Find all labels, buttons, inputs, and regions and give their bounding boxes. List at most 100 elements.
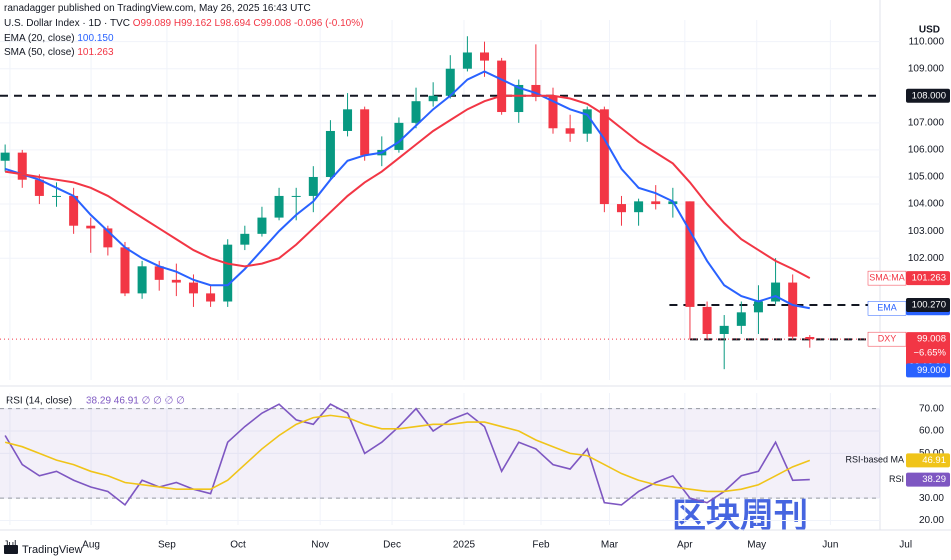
- candle-body: [445, 68, 455, 96]
- series-line: [4, 94, 811, 280]
- candle-body: [34, 179, 44, 196]
- ohlc: O99.089 H99.162 L98.694 C99.008 -0.096 (…: [132, 18, 364, 29]
- y-tick-label: 70.00: [919, 403, 944, 414]
- series-line: [4, 70, 810, 310]
- candle-body: [771, 282, 781, 302]
- candle-body: [736, 312, 746, 326]
- candle-body: [120, 247, 130, 294]
- x-tick-label: Sep: [158, 540, 176, 551]
- level-tag-box: [906, 298, 950, 313]
- y-tick-label: 20.00: [919, 515, 944, 526]
- candle-body: [634, 201, 644, 213]
- candle-body: [394, 122, 404, 150]
- symbol: U.S. Dollar Index · 1D · TVC: [4, 18, 130, 29]
- candle-body: [171, 279, 181, 283]
- y-tick-label: 110.000: [909, 36, 945, 47]
- candle-body: [616, 204, 626, 213]
- candle-body: [291, 195, 301, 197]
- level-tag-box: [906, 363, 950, 378]
- x-tick-label: Jun: [822, 540, 838, 551]
- ema-value: 100.150: [77, 33, 114, 44]
- candle-body: [308, 176, 318, 196]
- series-tag: 101.263: [912, 273, 946, 284]
- axis-tag-name: SMA:MA: [869, 273, 905, 283]
- candle-body: [685, 201, 695, 307]
- x-tick-label: Oct: [230, 540, 246, 551]
- candle-body: [531, 84, 541, 96]
- sma-legend: SMA (50, close) 101.263: [4, 47, 114, 58]
- last-tag: −6.65%: [914, 348, 947, 359]
- footer: TradingView: [22, 544, 83, 556]
- level-tag: 100.270: [912, 300, 946, 311]
- series-tag-box: [906, 472, 950, 487]
- x-tick-label: Mar: [601, 540, 619, 551]
- level-tag: 108.000: [912, 90, 946, 101]
- series-tag-name: RSI-based MA: [845, 455, 904, 465]
- candle-body: [599, 109, 609, 205]
- candle-body: [188, 282, 198, 294]
- candle-body: [805, 336, 815, 340]
- currency-label: USD: [919, 25, 940, 36]
- ema-name: EMA (20, close): [4, 33, 75, 44]
- x-tick-label: Feb: [532, 540, 550, 551]
- rsi-legend-values: 38.29 46.91 ∅ ∅ ∅ ∅: [86, 396, 185, 407]
- rsi-band: [0, 408, 880, 499]
- series-tag-box: [906, 271, 950, 286]
- candle-body: [343, 109, 353, 131]
- candle-body: [565, 128, 575, 134]
- candle-body: [137, 266, 147, 294]
- y-tick-label: 109.000: [908, 63, 945, 74]
- candle-body: [719, 325, 729, 334]
- axis-tag-name: DXY: [878, 334, 897, 344]
- candle-body: [103, 228, 113, 248]
- candle-body: [582, 109, 592, 134]
- candle-body: [154, 266, 164, 280]
- level-tag-box: [906, 88, 950, 103]
- candle-body: [206, 293, 216, 302]
- candle-body: [428, 95, 438, 102]
- candle-body: [240, 233, 250, 245]
- y-tick-label: 106.000: [908, 145, 945, 156]
- axis-tag-name: EMA: [877, 303, 897, 313]
- sma-value: 101.263: [77, 47, 114, 58]
- y-tick-label: 102.000: [908, 253, 945, 264]
- y-tick-label: 105.000: [908, 172, 945, 183]
- x-tick-label: 2025: [453, 540, 476, 551]
- x-tick-label: Apr: [677, 540, 693, 551]
- candle-body: [69, 195, 79, 226]
- series-tag: 38.29: [922, 474, 946, 485]
- candle-body: [274, 195, 284, 218]
- candle-body: [753, 301, 763, 313]
- candle-body: [360, 109, 370, 156]
- candle-body: [702, 306, 712, 334]
- symbol-row: U.S. Dollar Index · 1D · TVC O99.089 H99…: [4, 18, 363, 29]
- candle-body: [325, 130, 335, 177]
- y-tick-label: 103.000: [908, 226, 945, 237]
- tv-logo: [4, 545, 18, 554]
- candle-body: [17, 152, 27, 180]
- candle-body: [86, 225, 96, 229]
- candle-body: [788, 282, 798, 337]
- rsi-title: RSI (14, close): [6, 396, 72, 407]
- sma-name: SMA (50, close): [4, 47, 75, 58]
- series-tag-box: [906, 453, 950, 468]
- candle-body: [480, 52, 490, 61]
- y-tick-label: 107.000: [908, 117, 945, 128]
- candle-body: [462, 52, 472, 69]
- candle-body: [223, 244, 233, 302]
- y-tick-label: 104.000: [908, 199, 945, 210]
- x-tick-label: Nov: [311, 540, 329, 551]
- candle-body: [497, 60, 507, 113]
- series-tag-name: RSI: [889, 474, 904, 484]
- candle-body: [514, 84, 524, 113]
- last-tag: 99.008: [917, 334, 946, 345]
- candle-body: [411, 101, 421, 123]
- x-tick-label: May: [747, 540, 766, 551]
- candle-body: [651, 201, 661, 205]
- x-tick-label: Dec: [383, 540, 401, 551]
- x-tick-label: Jul: [899, 540, 912, 551]
- ema-legend: EMA (20, close) 100.150: [4, 33, 114, 44]
- candle-body: [0, 152, 10, 161]
